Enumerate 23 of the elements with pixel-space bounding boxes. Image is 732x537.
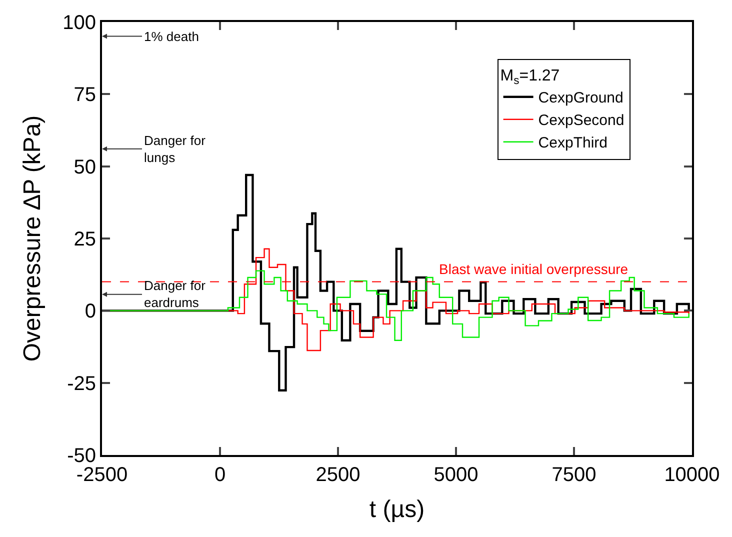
y-axis-title: Overpressure ∆P (kPa) (19, 115, 46, 362)
legend-label: CexpGround (538, 90, 624, 107)
x-tick-label: 7500 (552, 464, 596, 486)
annotation: Danger for lungs (144, 133, 206, 165)
y-tick-label: 25 (74, 228, 96, 250)
x-tick-label: -2500 (76, 464, 128, 486)
x-tick-label: 0 (214, 464, 226, 486)
x-tick-label: 5000 (434, 464, 478, 486)
x-tick-label: 10000 (664, 464, 720, 486)
y-tick-label: 75 (74, 84, 96, 106)
x-axis-title: t (µs) (369, 496, 425, 523)
y-tick-label: -50 (67, 445, 96, 467)
legend-title: M$_{s}$=1.27 (500, 68, 560, 87)
y-tick-label: 50 (74, 156, 96, 178)
y-tick-label: 100 (62, 12, 96, 34)
annotation: 1% death (144, 29, 199, 44)
y-tick-label: -25 (67, 372, 96, 395)
legend-label: CexpThird (538, 134, 608, 152)
legend-label: CexpSecond (538, 112, 624, 130)
x-tick-label: 2500 (316, 464, 360, 486)
annotation: Danger for eardrums (144, 278, 206, 310)
y-tick-label: 0 (84, 300, 96, 323)
ref-line-label: Blast wave initial overpressure (439, 261, 628, 277)
